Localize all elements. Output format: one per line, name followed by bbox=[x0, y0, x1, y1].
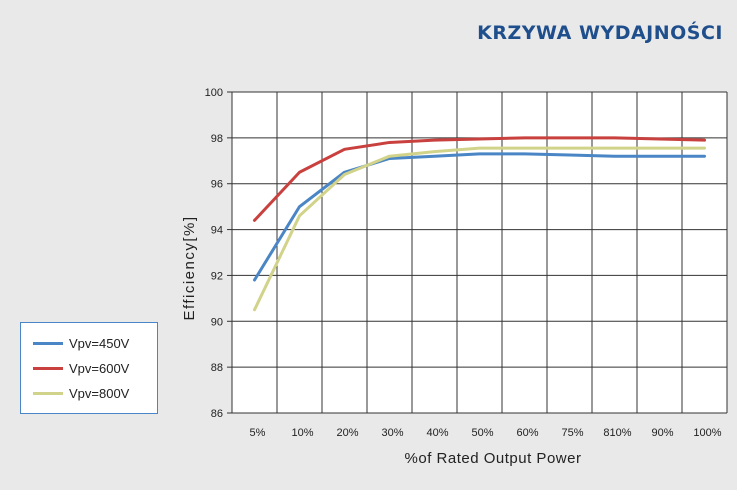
x-tick-label: 810% bbox=[603, 427, 631, 439]
y-tick-label: 98 bbox=[211, 133, 223, 145]
x-tick-label: 60% bbox=[516, 427, 538, 439]
x-tick-label: 30% bbox=[381, 427, 403, 439]
y-tick-label: 88 bbox=[211, 362, 223, 374]
legend-label-800v: Vpv=800V bbox=[69, 386, 130, 401]
y-tick-label: 90 bbox=[211, 316, 223, 328]
x-tick-labels: 5% 10% 20% 30% 40% 50% 60% 75% 810% 90% 100% bbox=[250, 427, 722, 439]
x-tick-label: 10% bbox=[291, 427, 313, 439]
y-tick-label: 94 bbox=[211, 225, 223, 237]
legend-swatch-800v bbox=[33, 392, 63, 395]
legend-item-450v: Vpv=450V bbox=[33, 331, 157, 356]
y-tick-label: 96 bbox=[211, 179, 223, 191]
y-axis-label: Efficiency[%] bbox=[181, 215, 198, 320]
legend-swatch-600v bbox=[33, 367, 63, 370]
legend-label-600v: Vpv=600V bbox=[69, 361, 130, 376]
series-lines bbox=[253, 136, 706, 312]
legend: Vpv=450V Vpv=600V Vpv=800V bbox=[20, 322, 158, 414]
chart-title: KRZYWA WYDAJNOŚCI bbox=[477, 22, 723, 44]
grid-lines bbox=[227, 91, 728, 414]
legend-item-800v: Vpv=800V bbox=[33, 381, 157, 406]
x-tick-label: 40% bbox=[426, 427, 448, 439]
x-tick-label: 75% bbox=[561, 427, 583, 439]
legend-label-450v: Vpv=450V bbox=[69, 336, 130, 351]
y-tick-label: 92 bbox=[211, 270, 223, 282]
x-axis-label: %of Rated Output Power bbox=[405, 450, 582, 467]
x-tick-label: 50% bbox=[471, 427, 493, 439]
plot-background bbox=[232, 92, 727, 413]
y-tick-label: 86 bbox=[211, 408, 223, 420]
x-tick-label: 90% bbox=[651, 427, 673, 439]
legend-swatch-450v bbox=[33, 342, 63, 345]
x-tick-label: 100% bbox=[693, 427, 721, 439]
y-tick-labels: 86 88 90 92 94 96 98 100 bbox=[205, 87, 223, 420]
x-tick-label: 20% bbox=[336, 427, 358, 439]
legend-item-600v: Vpv=600V bbox=[33, 356, 157, 381]
series-line-vpv-450v bbox=[253, 152, 706, 282]
series-line-vpv-600v bbox=[253, 136, 706, 222]
series-line-vpv-800v bbox=[253, 146, 706, 312]
y-tick-label: 100 bbox=[205, 87, 223, 99]
x-tick-label: 5% bbox=[250, 427, 266, 439]
